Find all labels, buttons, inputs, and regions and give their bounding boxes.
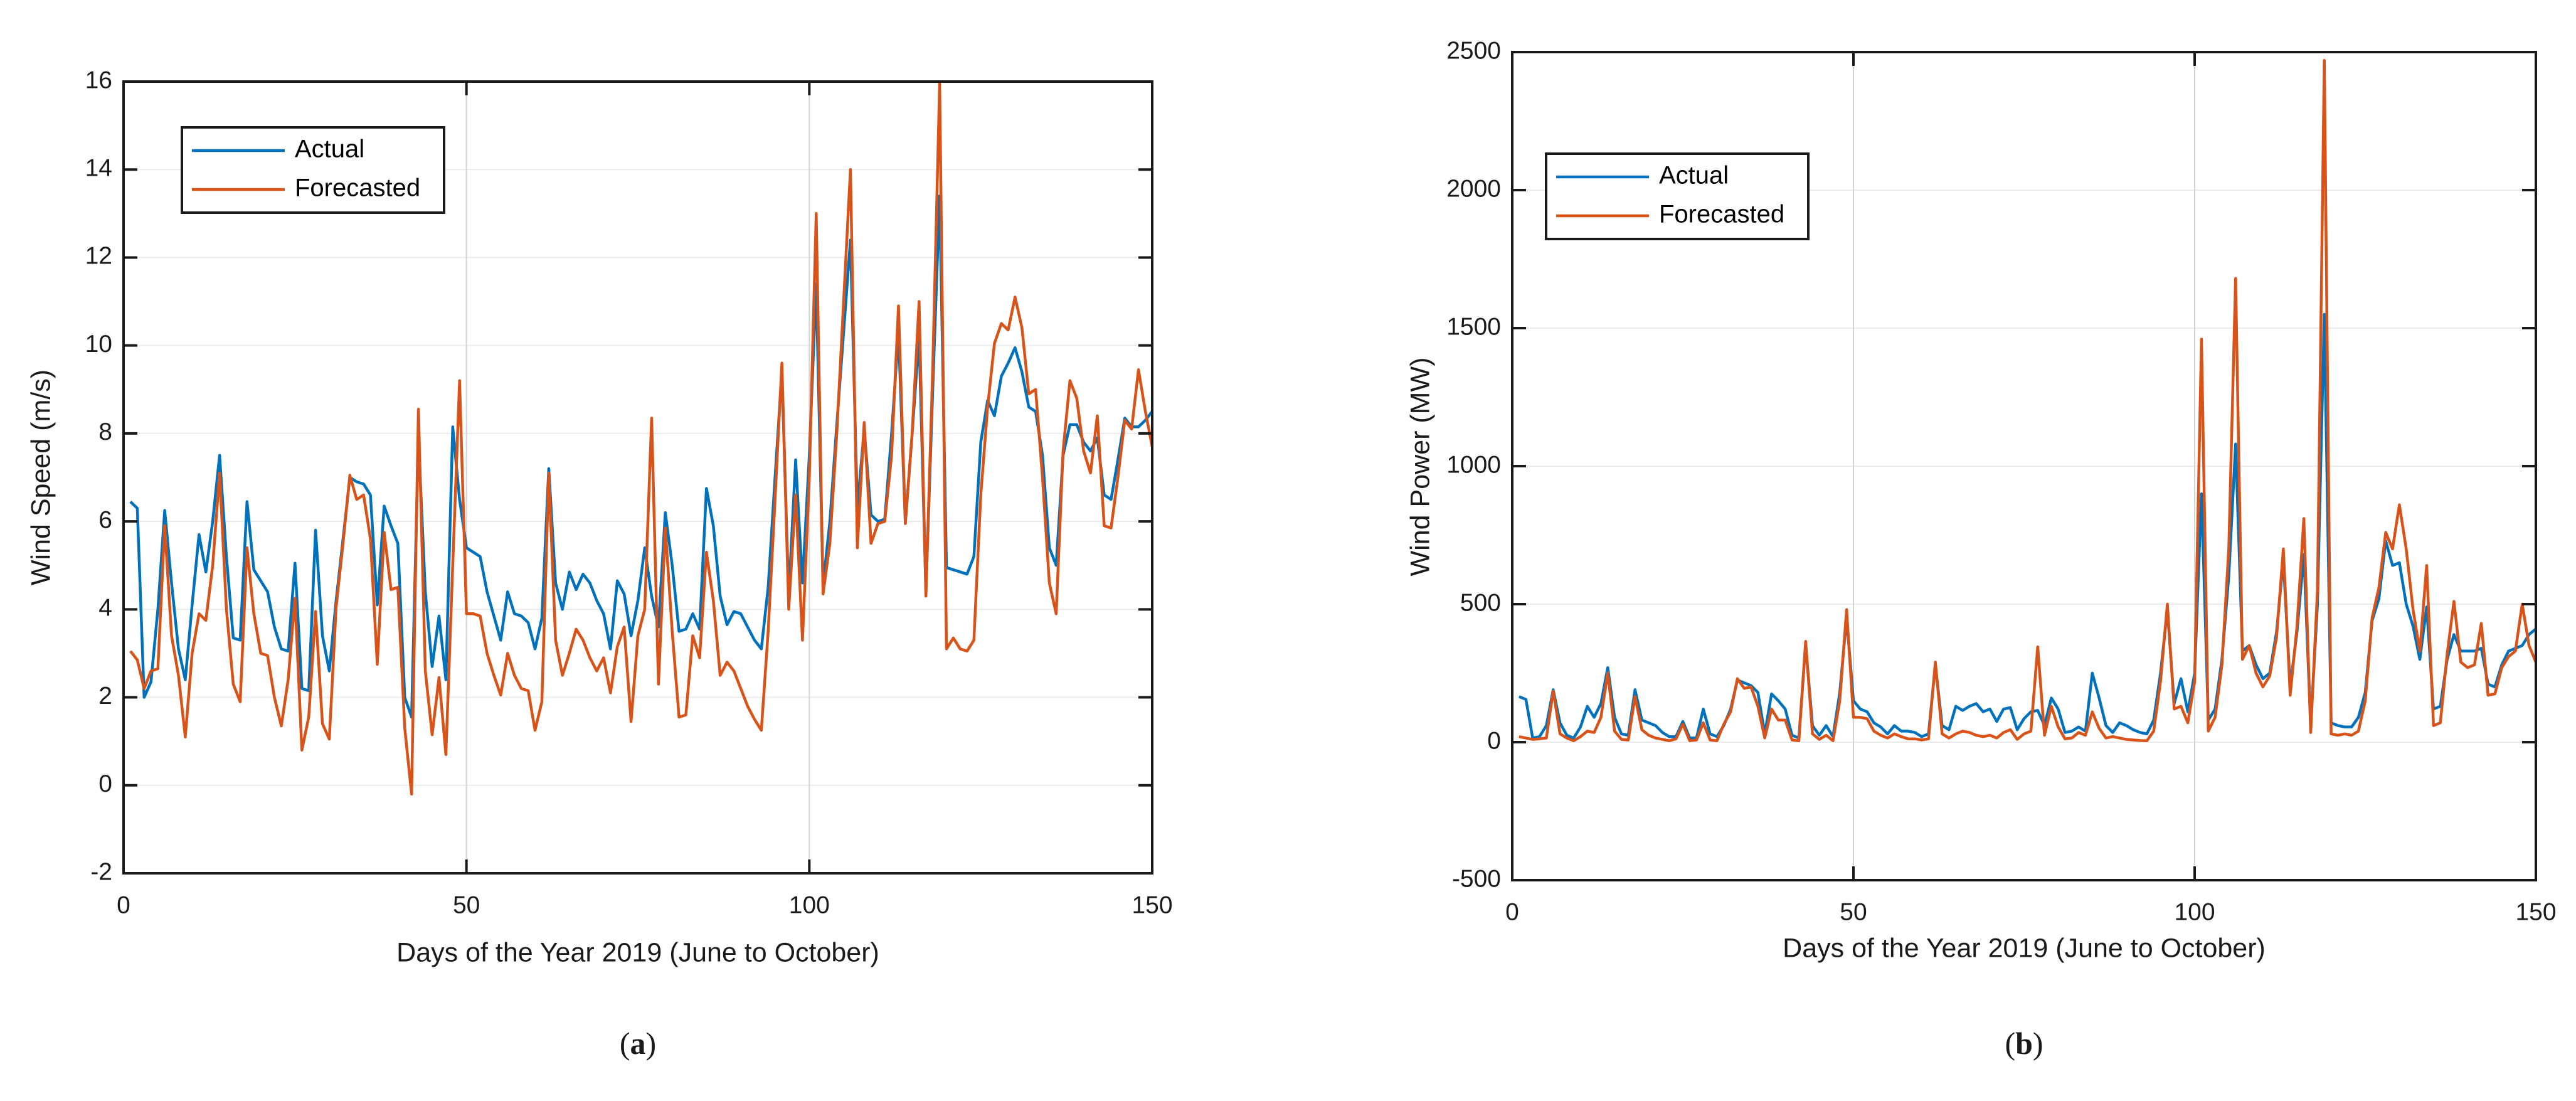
y-tick-label: 8 [98, 418, 112, 445]
y-axis-label-wind-speed: Wind Speed (m/s) [26, 369, 56, 586]
x-tick-label: 0 [1505, 898, 1519, 925]
y-tick-label: 4 [98, 595, 112, 622]
subfigure-label-a: (a) [620, 1025, 656, 1061]
legend-item-actual: Actual [1556, 162, 1729, 189]
y-tick-label: 2500 [1446, 37, 1501, 64]
y-tick-label: 0 [1487, 727, 1501, 754]
x-axis-label-b: Days of the Year 2019 (June to October) [1783, 933, 2266, 964]
actual-series-line [129, 194, 1152, 719]
chart-b-panel: 0 50 100 150 -500 0 500 1000 1500 2000 2500 Actual F… [1288, 0, 2576, 1101]
x-axis-label-a: Days of the Year 2019 (June to October) [396, 937, 879, 968]
legend-label: Forecasted [1659, 201, 1784, 228]
axes-box [122, 80, 1153, 875]
subfigure-label-b: (b) [2005, 1025, 2043, 1061]
y-tick-label: 6 [98, 506, 112, 533]
y-axis-label-wind-power: Wind Power (MW) [1405, 357, 1436, 577]
y-tick-label: 2 [98, 683, 112, 710]
series-lines [129, 82, 1152, 796]
y-tick-label: 2000 [1446, 175, 1501, 202]
y-tick-label: 0 [98, 770, 112, 797]
caption-a-letter: a [630, 1026, 646, 1061]
actual-series-line [1519, 312, 2536, 740]
x-tick-label: 150 [1132, 891, 1172, 918]
chart-a-panel: 0 50 100 150 -2 0 2 4 6 8 10 12 14 16 Actual Forecasted… [26, 66, 1173, 1061]
forecasted-series-line [1519, 58, 2536, 743]
x-tick-label: 100 [2174, 898, 2215, 925]
legend-item-forecasted: Forecasted [192, 174, 420, 202]
y-tick-label: 1500 [1446, 313, 1501, 340]
legend: Actual Forecasted [181, 126, 445, 214]
x-tick-label: 0 [117, 891, 130, 918]
y-tick-label: -500 [1452, 865, 1501, 892]
series-lines [1519, 58, 2536, 743]
legend-label: Actual [295, 136, 364, 163]
tick-marks [1511, 51, 2537, 881]
legend-box [1545, 152, 1810, 240]
y-tick-label: -2 [90, 858, 112, 885]
y-tick-label: 14 [85, 155, 112, 182]
caption-a-open: ( [619, 1026, 630, 1061]
x-tick-label: 50 [453, 891, 480, 918]
caption-a-close: ) [645, 1026, 657, 1061]
legend-label: Forecasted [295, 174, 420, 202]
legend-label: Actual [1659, 162, 1729, 189]
legend: Actual Forecasted [1545, 152, 1810, 240]
legend-item-forecasted: Forecasted [1556, 201, 1784, 228]
y-tick-label: 12 [85, 243, 112, 270]
tick-marks [122, 80, 1153, 875]
legend-box [181, 126, 445, 214]
y-tick-label: 1000 [1446, 451, 1501, 478]
x-tick-label: 50 [1840, 898, 1867, 925]
wind-power-chart: 0 50 100 150-50005001000150020002500ActualF… [1446, 37, 2556, 925]
x-tick-label: 100 [789, 891, 830, 918]
y-tick-label: 16 [85, 66, 112, 93]
forecasted-series-line [129, 82, 1152, 796]
caption-b-letter: b [2015, 1026, 2033, 1061]
legend-item-actual: Actual [192, 136, 364, 163]
y-tick-label: 10 [85, 331, 112, 358]
y-tick-label: 500 [1460, 589, 1501, 616]
x-tick-label: 150 [2515, 898, 2556, 925]
caption-b-open: ( [2005, 1026, 2016, 1061]
caption-b-close: ) [2032, 1026, 2043, 1061]
